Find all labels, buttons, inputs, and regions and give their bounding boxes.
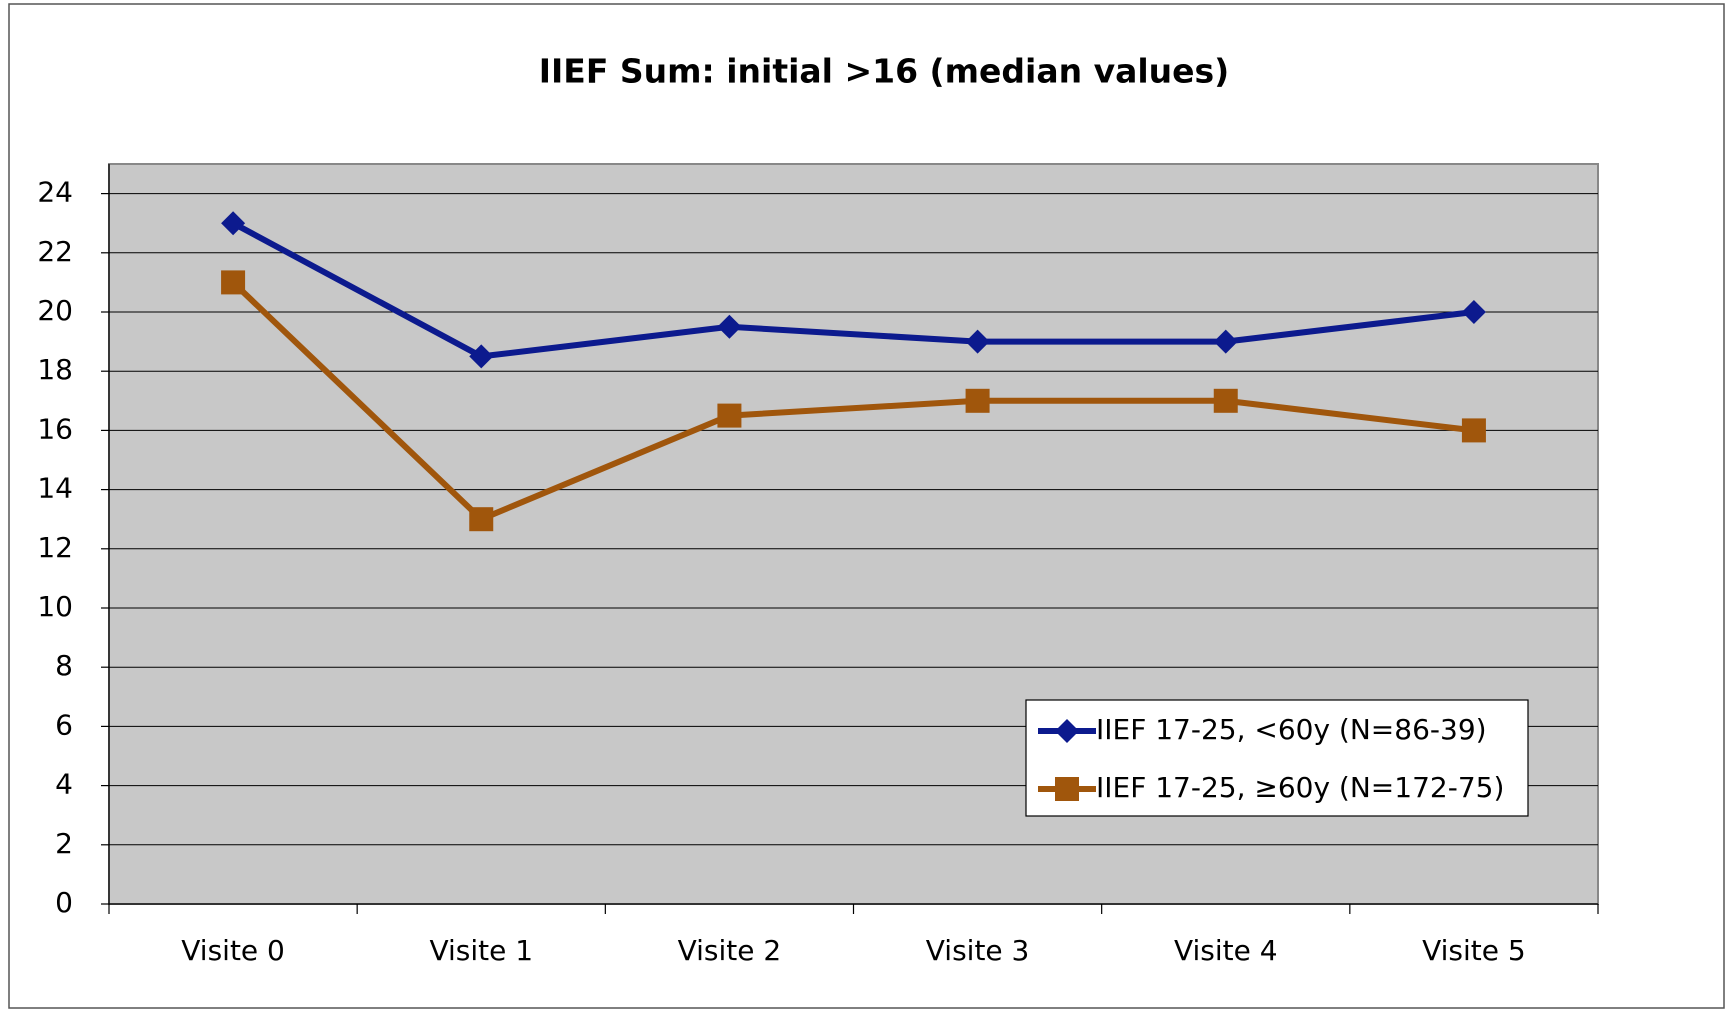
y-tick-label: 10 — [37, 590, 73, 623]
marker — [1461, 300, 1486, 324]
marker — [1461, 418, 1486, 443]
y-tick-label: 4 — [55, 768, 73, 801]
y-tick-label: 20 — [37, 294, 73, 327]
marker — [469, 344, 494, 369]
legend-label: IIEF 17-25, <60y (N=86-39) — [1096, 713, 1487, 746]
x-tick-label: Visite 4 — [1174, 934, 1278, 967]
y-tick-label: 18 — [37, 353, 73, 386]
y-tick-label: 0 — [55, 886, 73, 919]
marker — [221, 211, 246, 236]
marker — [1055, 719, 1079, 743]
x-tick-label: Visite 1 — [429, 934, 533, 967]
x-tick-label: Visite 3 — [926, 934, 1030, 967]
y-tick-label: 22 — [37, 235, 73, 268]
y-tick-label: 6 — [55, 708, 73, 741]
x-tick-label: Visite 2 — [678, 934, 782, 967]
marker — [1055, 777, 1079, 801]
y-tick-label: 2 — [55, 827, 73, 860]
series-line — [231, 280, 1475, 523]
marker — [1213, 388, 1238, 413]
legend-label: IIEF 17-25, ≥60y (N=172-75) — [1096, 771, 1504, 804]
y-tick-label: 16 — [37, 412, 73, 445]
series-line — [231, 220, 1475, 360]
marker — [221, 270, 246, 295]
y-tick-label: 24 — [37, 176, 73, 209]
marker — [1213, 329, 1238, 354]
marker — [717, 403, 742, 428]
x-tick-label: Visite 0 — [181, 934, 285, 967]
marker — [469, 507, 494, 532]
y-tick-label: 8 — [55, 649, 73, 682]
x-tick-label: Visite 5 — [1422, 934, 1526, 967]
marker — [965, 329, 990, 354]
chart-title: IIEF Sum: initial >16 (median values) — [539, 52, 1230, 91]
marker — [965, 388, 990, 413]
y-tick-label: 12 — [37, 531, 73, 564]
y-tick-label: 14 — [37, 472, 73, 505]
marker — [717, 314, 742, 339]
legend-box — [1025, 699, 1529, 817]
